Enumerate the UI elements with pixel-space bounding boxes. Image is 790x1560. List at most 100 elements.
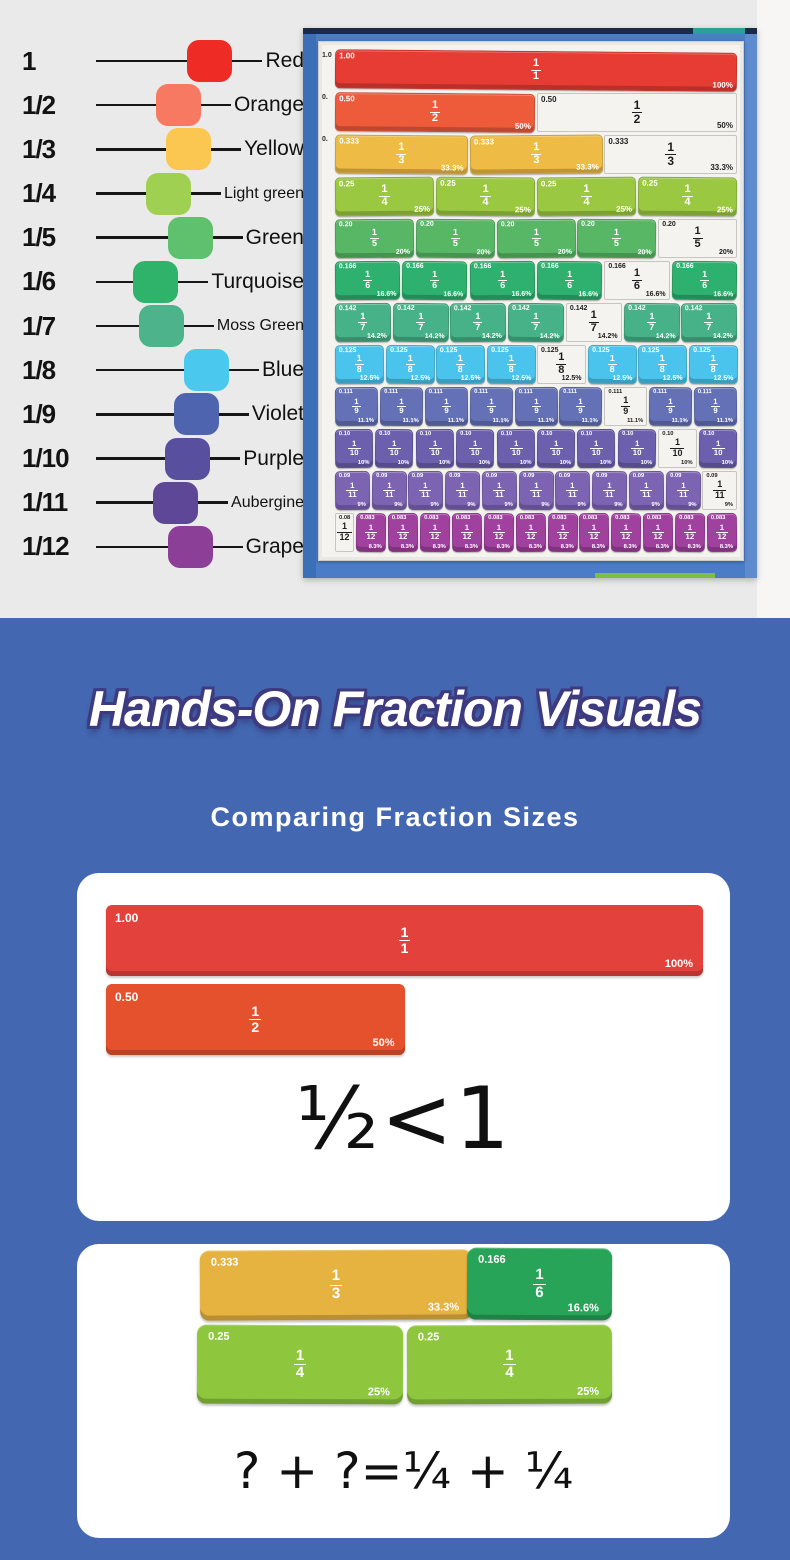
percent-label: 8.3%: [719, 543, 734, 551]
fraction-denominator: 12: [396, 531, 410, 542]
legend-fraction-label: 1/11: [22, 487, 68, 518]
fraction-denominator: 3: [665, 154, 677, 168]
fraction-tile: 1.00 1 1 100%: [334, 49, 738, 92]
fraction-numerator: 1: [633, 98, 641, 113]
fraction-stack: 1 12: [364, 523, 378, 542]
legend-fraction-label: 1/6: [22, 266, 56, 297]
fraction-tile: 0.083 1 12 8.3%: [387, 512, 419, 553]
fraction-tile: 0.111 1 9 11.1%: [424, 386, 468, 427]
fraction-stack: 1 11: [603, 481, 616, 500]
fraction-denominator: 2: [249, 1019, 262, 1035]
fraction-tile: 0.083 1 12 8.3%: [355, 512, 387, 553]
fraction-denominator: 10: [590, 447, 604, 458]
fraction-numerator: 1: [350, 480, 355, 490]
fraction-denominator: 10: [469, 447, 482, 458]
empty-fraction-slot: 0.08 1 12: [335, 513, 354, 552]
fraction-denominator: 6: [699, 279, 709, 291]
percent-label: 9%: [467, 502, 476, 509]
fraction-tile: 0.166 1 6 16.6%: [466, 1247, 613, 1321]
percent-label: 33.3%: [575, 162, 599, 172]
fraction-denominator: 9: [531, 405, 541, 416]
fraction-denominator: 3: [530, 153, 542, 167]
fraction-numerator: 1: [341, 521, 347, 532]
fraction-bar: 1.00 1 1 100%: [106, 905, 703, 976]
legend-color-name: Green: [245, 225, 304, 249]
legend-color-name: Aubergine: [231, 493, 304, 511]
percent-label: 9%: [577, 501, 587, 508]
fraction-denominator: 9: [352, 405, 361, 416]
fraction-denominator: 10: [630, 447, 644, 458]
legend-color-swatch: [167, 525, 213, 568]
fraction-tile: 0.10 1 10 10%: [375, 428, 414, 469]
fraction-denominator: 11: [493, 489, 506, 500]
percent-label: 8.3%: [656, 543, 670, 551]
fraction-denominator: 2: [631, 112, 643, 126]
fraction-stack: 1 12: [683, 523, 697, 542]
fraction-stack: 1 10: [670, 438, 685, 458]
percent-label: 10%: [478, 460, 491, 467]
fraction-stack: 1 11: [346, 480, 359, 500]
fraction-numerator: 1: [570, 480, 575, 490]
percent-label: 25%: [367, 1386, 390, 1399]
board-row: 0.166 1 6 16.6% 0.166 1 6 16.6% 0.166 1 6 16.6% 0.16…: [334, 260, 738, 301]
percent-label: 10%: [559, 460, 572, 467]
fraction-denominator: 8: [405, 363, 415, 375]
fraction-denominator: 10: [711, 447, 725, 458]
fraction-numerator: 1: [488, 396, 494, 406]
percent-label: 25%: [514, 205, 531, 215]
percent-label: 9%: [357, 501, 366, 508]
legend-row: 1/6 Turquoise: [16, 260, 304, 303]
percent-label: 11.1%: [492, 418, 509, 425]
fraction-numerator: 1: [513, 438, 518, 448]
fraction-stack: 1 10: [590, 439, 604, 458]
percent-label: 9%: [504, 501, 513, 508]
fraction-numerator: 1: [592, 522, 597, 532]
comparison-card-halves: 1.00 1 1 100% 0.50 1 2 50% ½<1: [77, 873, 730, 1221]
fraction-denominator: 4: [379, 195, 390, 209]
legend-color-name: Orange: [233, 93, 304, 117]
legend-color-swatch: [145, 172, 191, 215]
fraction-numerator: 1: [624, 522, 629, 532]
fraction-denominator: 10: [428, 447, 442, 458]
percent-label: 20%: [395, 248, 410, 256]
percent-label: 50%: [514, 121, 531, 131]
legend-fraction-label: 1/9: [22, 398, 56, 429]
fraction-denominator: 12: [556, 531, 569, 542]
fraction-stack: 1 12: [588, 522, 601, 542]
fraction-numerator: 1: [473, 438, 478, 448]
fraction-numerator: 1: [554, 438, 559, 448]
fraction-tile: 0.09 1 11 9%: [371, 470, 407, 511]
fraction-numerator: 1: [668, 396, 673, 406]
legend-color-swatch: [155, 84, 201, 127]
legend-color-name: Moss Green: [216, 317, 304, 335]
fraction-denominator: 8: [607, 363, 617, 375]
fraction-tile: 0.333 1 3 33.3%: [334, 134, 468, 175]
board-row: 0.08 1 12 0.083 1 12 8.3% 0.083 1 12 8.3% 0.083 1 12 8…: [335, 512, 738, 553]
percent-label: 14.2%: [597, 333, 618, 340]
percent-label: 25%: [414, 204, 431, 214]
fraction-tile: 0.09 1 11 9%: [481, 470, 517, 511]
percent-label: 20%: [557, 248, 572, 256]
row-margin-label: 0.: [322, 94, 328, 101]
percent-label: 8.3%: [432, 543, 446, 551]
fraction-board-rows: 1.0 1.00 1 1 100% 0. 0.50 1 2 50% 0.50 1 2 50% 0. 0.333…: [322, 49, 738, 553]
legend-fraction-label: 1/4: [22, 178, 56, 209]
percent-label: 10%: [721, 460, 733, 467]
empty-fraction-slot: 0.20 1 5 20%: [658, 219, 737, 258]
fraction-denominator: 9: [711, 405, 720, 416]
board-bottom-edge-accent: [595, 573, 715, 578]
